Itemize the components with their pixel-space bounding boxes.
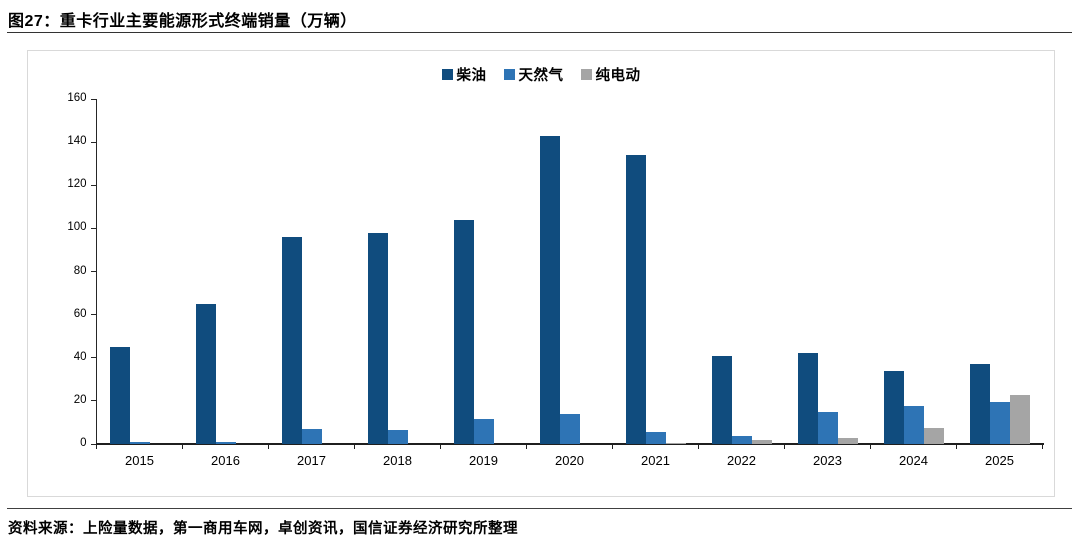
chart-container: 柴油 天然气 纯电动 0 20 40 60 80 100 120 140 160 2015 2016 20…	[27, 50, 1055, 497]
bar-natural-gas-2024	[903, 406, 924, 444]
bar-diesel-2017	[281, 237, 302, 444]
y-axis-line	[95, 99, 97, 445]
y-axis-tick-label: 100	[67, 221, 87, 234]
y-axis-tick	[90, 443, 96, 445]
bar-diesel-2021	[625, 155, 646, 444]
bar-natural-gas-2015	[129, 441, 150, 444]
legend-swatch-natural-gas	[503, 69, 515, 80]
legend-swatch-electric	[580, 69, 592, 80]
x-axis-label: 2021	[641, 453, 670, 468]
bar-electric-2023	[837, 437, 858, 444]
bar-natural-gas-2023	[817, 411, 838, 444]
x-axis-label: 2022	[727, 453, 756, 468]
bar-diesel-2018	[367, 232, 388, 444]
x-axis-tick	[96, 444, 97, 449]
x-axis-tick	[870, 444, 871, 449]
bar-natural-gas-2019	[473, 419, 494, 444]
bar-electric-2021	[665, 442, 686, 444]
bar-natural-gas-2018	[387, 429, 408, 444]
x-axis-tick	[1042, 444, 1043, 449]
source-note: 资料来源：上险量数据，第一商用车网，卓创资讯，国信证券经济研究所整理	[8, 521, 518, 537]
bar-natural-gas-2016	[215, 441, 236, 444]
bar-chart-plot-area: 0 20 40 60 80 100 120 140 160 2015 2016 2017 2018 201…	[28, 51, 1056, 498]
y-axis-tick-label: 20	[73, 393, 87, 406]
x-axis-tick	[956, 444, 957, 449]
legend-item-electric: 纯电动	[580, 64, 641, 85]
x-axis-tick	[440, 444, 441, 449]
y-axis-tick	[90, 400, 96, 402]
bar-electric-2024	[923, 427, 944, 444]
x-axis-label: 2024	[899, 453, 928, 468]
figure-title: 图27：重卡行业主要能源形式终端销量（万辆）	[8, 13, 357, 30]
title-divider	[7, 32, 1072, 33]
y-axis-tick	[90, 357, 96, 359]
bar-natural-gas-2022	[731, 436, 752, 444]
legend-label-natural-gas: 天然气	[518, 68, 564, 84]
y-axis-tick-label: 40	[73, 350, 87, 363]
bar-diesel-2015	[109, 346, 130, 444]
bar-natural-gas-2020	[559, 413, 580, 444]
y-axis-tick-label: 0	[80, 437, 87, 449]
x-axis-label: 2016	[211, 453, 240, 468]
x-axis-label: 2018	[383, 453, 412, 468]
y-axis-tick	[90, 98, 96, 100]
x-axis-tick	[784, 444, 785, 449]
y-axis-tick-label: 80	[73, 264, 87, 277]
x-axis-label: 2019	[469, 453, 498, 468]
y-axis-tick-label: 140	[67, 135, 87, 148]
x-axis-label: 2015	[125, 453, 154, 468]
legend-item-diesel: 柴油	[441, 64, 487, 85]
x-axis-tick	[526, 444, 527, 449]
x-axis-label: 2023	[813, 453, 842, 468]
y-axis-tick-label: 120	[67, 178, 87, 191]
y-axis-tick	[90, 141, 96, 143]
x-axis-tick	[698, 444, 699, 449]
bar-natural-gas-2025	[989, 401, 1010, 444]
chart-legend: 柴油 天然气 纯电动	[28, 64, 1054, 85]
bar-diesel-2025	[969, 364, 990, 444]
bar-diesel-2023	[797, 353, 818, 444]
y-axis-tick	[90, 271, 96, 272]
bar-diesel-2020	[539, 135, 560, 444]
bar-electric-2025	[1009, 395, 1030, 444]
bar-diesel-2022	[711, 355, 732, 444]
source-divider	[7, 508, 1072, 509]
x-axis-tick	[612, 444, 613, 449]
x-axis-tick	[182, 444, 183, 449]
bar-natural-gas-2017	[301, 428, 322, 444]
bar-natural-gas-2021	[645, 432, 666, 444]
y-axis-tick	[90, 314, 96, 316]
bar-electric-2022	[751, 439, 772, 444]
y-axis-tick	[90, 227, 96, 229]
y-axis-tick	[90, 184, 96, 186]
x-axis-label: 2017	[297, 453, 326, 468]
x-axis-tick	[268, 444, 269, 449]
legend-label-diesel: 柴油	[456, 68, 487, 84]
y-axis-tick-label: 60	[73, 307, 87, 320]
x-axis-line	[95, 443, 1044, 445]
bar-diesel-2024	[883, 370, 904, 444]
bar-diesel-2016	[195, 303, 216, 444]
x-axis-label: 2025	[985, 453, 1014, 468]
legend-label-electric: 纯电动	[595, 68, 641, 84]
y-axis-tick-label: 160	[67, 92, 87, 104]
bar-diesel-2019	[453, 219, 474, 444]
x-axis-label: 2020	[555, 453, 584, 468]
legend-item-natural-gas: 天然气	[503, 64, 564, 85]
legend-swatch-diesel	[441, 69, 453, 80]
x-axis-tick	[354, 444, 355, 449]
